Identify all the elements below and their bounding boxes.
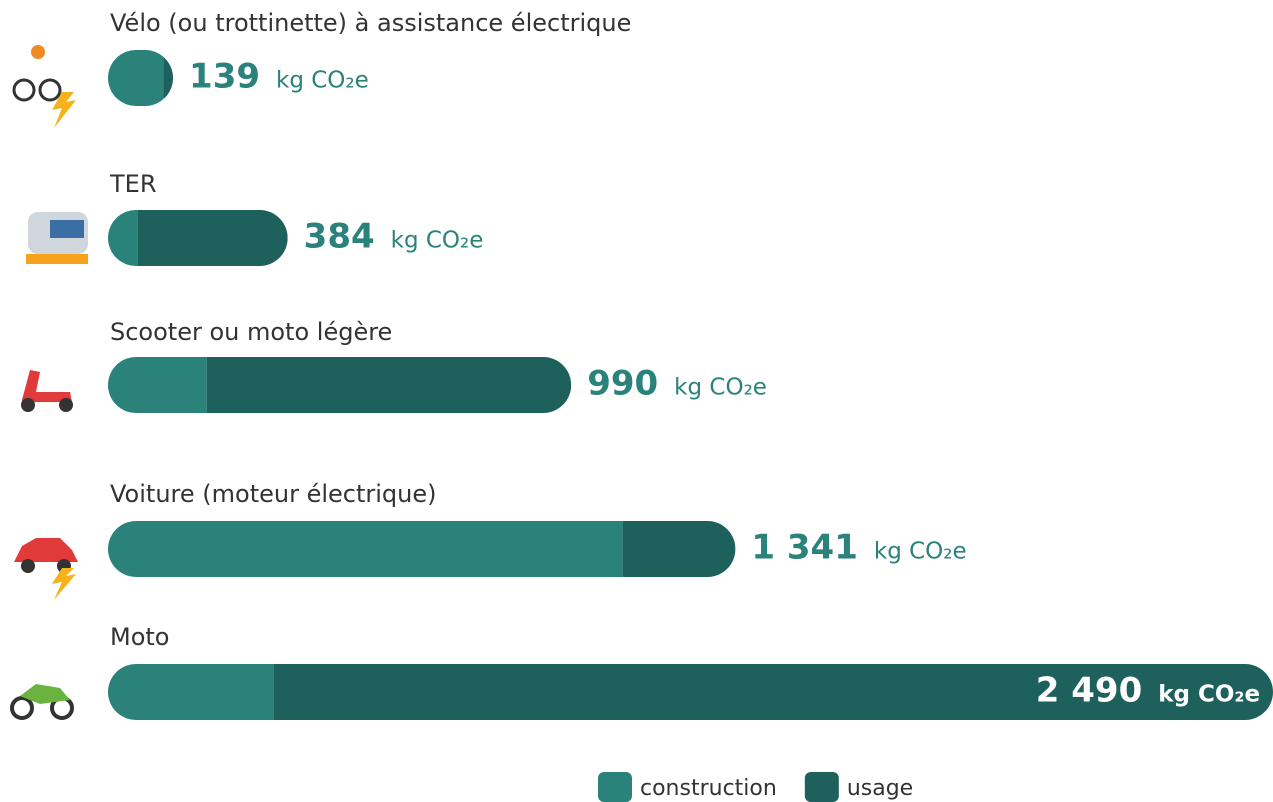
legend-label: usage [847, 776, 913, 801]
scooter-icon [21, 370, 73, 412]
bar-segment [163, 50, 174, 106]
unit-label: kg CO₂e [1158, 682, 1260, 708]
unit-label: kg CO₂e [674, 375, 767, 401]
bar [108, 664, 1273, 720]
bar [108, 50, 174, 106]
category-label: Moto [110, 623, 169, 651]
bar [108, 521, 736, 577]
bike-icon [12, 45, 76, 128]
bar-segment [108, 521, 623, 577]
bar-segment [108, 210, 138, 266]
category-label: TER [109, 170, 157, 198]
bar-segment [273, 664, 1273, 720]
unit-label: kg CO₂e [391, 228, 484, 254]
category-label: Scooter ou moto légère [110, 318, 392, 346]
moto-icon [10, 684, 74, 720]
bar-segment [137, 210, 288, 266]
total-label: 384 [304, 217, 375, 257]
train-icon [26, 212, 88, 264]
unit-label: kg CO₂e [874, 539, 967, 565]
bar-segment [206, 357, 572, 413]
legend-swatch [598, 772, 632, 802]
total-label: 2 490 [1036, 671, 1142, 711]
bar-segment [108, 664, 274, 720]
bar-segment [108, 50, 164, 106]
unit-label: kg CO₂e [276, 68, 369, 94]
bar [108, 210, 288, 266]
car-icon [14, 538, 78, 600]
total-label: 139 [189, 57, 260, 97]
legend-swatch [804, 772, 839, 802]
bar-segment [622, 521, 736, 577]
icons [10, 45, 88, 720]
legend-label: construction [640, 776, 777, 801]
total-label: 1 341 [751, 528, 857, 568]
total-label: 990 [587, 364, 658, 404]
category-label: Voiture (moteur électrique) [110, 480, 436, 508]
bar [108, 357, 572, 413]
bar-segment [108, 357, 207, 413]
category-label: Vélo (ou trottinette) à assistance élect… [110, 9, 631, 37]
